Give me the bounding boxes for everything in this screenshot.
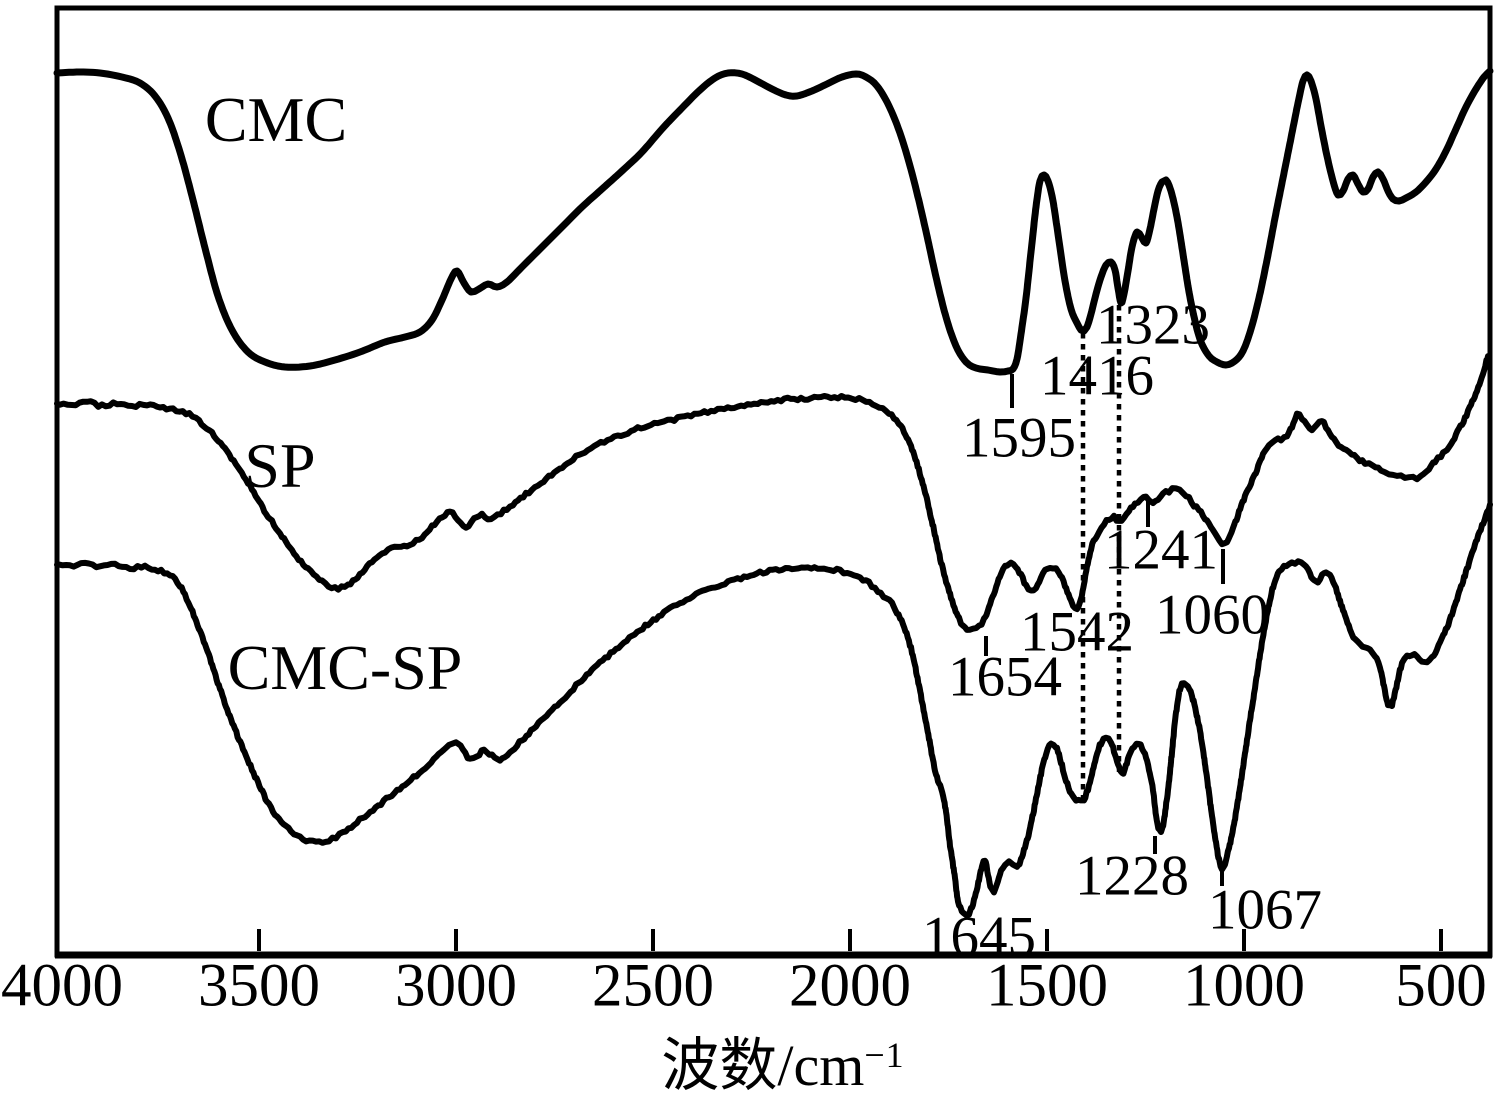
peak-label-1654: 1654: [948, 645, 1062, 709]
peak-label-1323: 1323: [1096, 293, 1210, 357]
x-tick-label-2500: 2500: [592, 952, 714, 1020]
peak-label-1228: 1228: [1075, 844, 1189, 908]
curve-cmc-sp: [54, 501, 1493, 919]
x-tick-label-1000: 1000: [1183, 952, 1305, 1020]
x-axis-title-superscript: −1: [864, 1035, 905, 1075]
curve-cmc: [53, 67, 1494, 376]
peak-label-1067: 1067: [1208, 878, 1322, 942]
curve-sp: [54, 353, 1491, 633]
x-axis-title: 波数/cm−1: [661, 1037, 904, 1095]
peak-label-1241: 1241: [1104, 518, 1218, 582]
x-axis-title-text: 波数/cm: [661, 1033, 865, 1098]
curve-label-cmc: CMC: [204, 84, 348, 155]
curve-label-sp: SP: [244, 430, 316, 501]
curve-label-cmc-sp: CMC-SP: [227, 632, 463, 703]
x-tick-label-1500: 1500: [986, 952, 1108, 1020]
peak-label-1645: 1645: [922, 905, 1036, 969]
x-tick-label-2000: 2000: [789, 952, 911, 1020]
peak-label-1416: 1416: [1040, 344, 1154, 408]
x-tick-label-500: 500: [1395, 952, 1487, 1020]
x-tick-label-3500: 3500: [198, 952, 320, 1020]
x-tick-label-3000: 3000: [395, 952, 517, 1020]
peak-label-1542: 1542: [1020, 600, 1134, 664]
x-tick-label-4000: 4000: [1, 952, 123, 1020]
peak-label-1595: 1595: [962, 406, 1076, 470]
peak-label-1060: 1060: [1155, 583, 1269, 647]
